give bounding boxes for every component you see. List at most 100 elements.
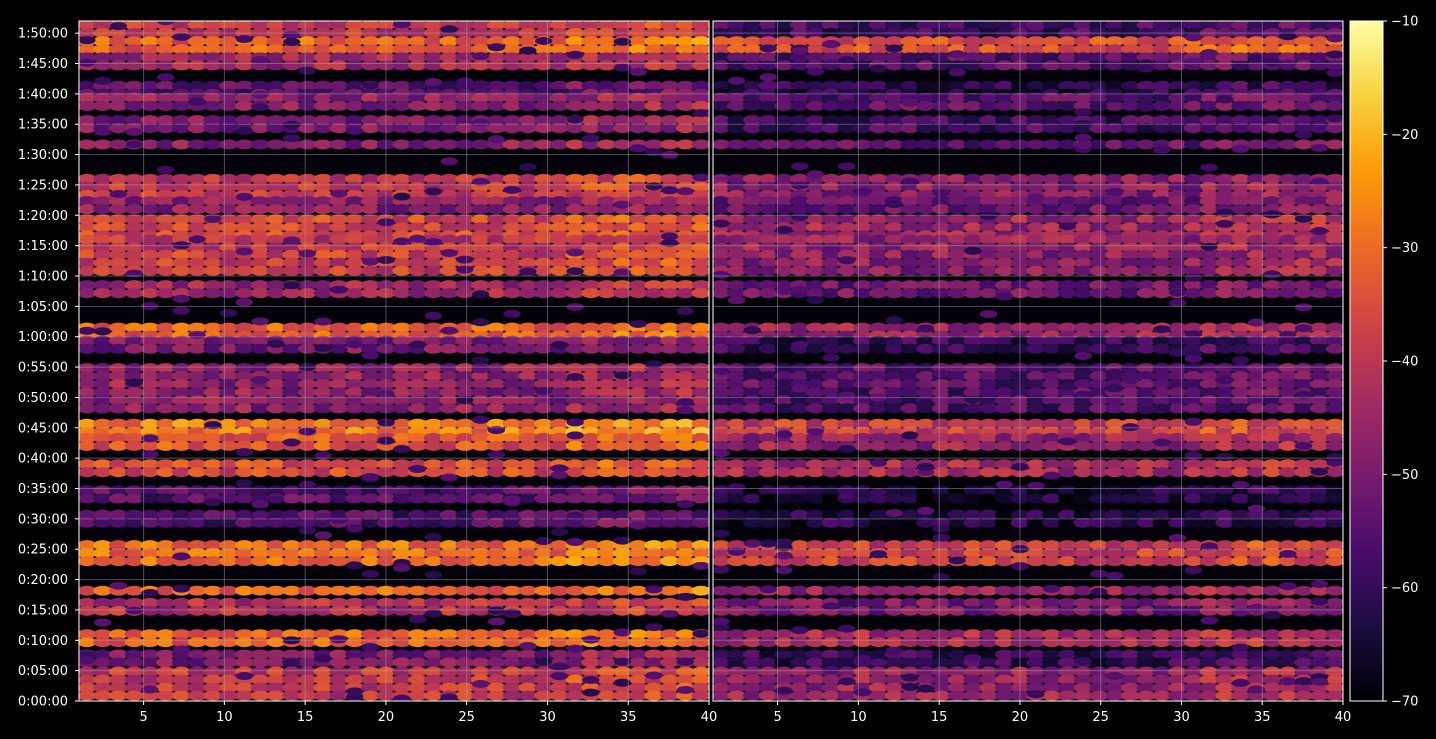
heatmap-cell xyxy=(549,21,569,30)
heatmap-cell xyxy=(471,517,491,528)
heatmap-cell xyxy=(234,605,254,616)
heatmap-cell xyxy=(471,585,491,596)
heatmap-cell xyxy=(329,80,349,91)
heatmap-cell xyxy=(329,395,349,406)
heatmap-cell xyxy=(1136,387,1156,398)
heatmap-cell xyxy=(727,204,747,215)
heatmap-cell xyxy=(486,432,506,443)
heatmap-cell xyxy=(1105,234,1125,245)
heatmap-cell xyxy=(931,585,951,596)
heatmap-cell xyxy=(250,214,270,225)
heatmap-cell xyxy=(439,605,459,616)
heatmap-cell xyxy=(837,322,857,333)
heatmap-cell xyxy=(124,288,144,299)
heatmap-cell xyxy=(423,459,443,470)
heatmap-cell xyxy=(790,173,810,184)
heatmap-cell xyxy=(1325,403,1343,414)
heatmap-cell xyxy=(297,335,317,346)
heatmap-cell xyxy=(79,249,97,260)
heatmap-cell xyxy=(314,451,332,460)
heatmap-cell xyxy=(1042,196,1062,207)
heatmap-cell xyxy=(1026,257,1046,268)
heatmap-cell xyxy=(1278,540,1298,551)
heatmap-cell xyxy=(440,473,458,482)
heatmap-cell xyxy=(675,485,695,496)
heatmap-cell xyxy=(140,556,160,567)
heatmap-cell xyxy=(884,222,904,233)
heatmap-cell xyxy=(613,63,632,72)
heatmap-cell xyxy=(455,440,475,451)
heatmap-cell xyxy=(660,371,680,381)
heatmap-cell xyxy=(713,540,731,551)
heatmap-cell xyxy=(1010,28,1030,38)
heatmap-cell xyxy=(1057,80,1077,91)
heatmap-cell xyxy=(282,222,302,233)
heatmap-cell xyxy=(566,511,584,520)
heatmap-cell xyxy=(313,249,333,260)
heatmap-cell xyxy=(1057,322,1077,333)
heatmap-cell xyxy=(1057,288,1077,299)
heatmap-cell xyxy=(994,467,1014,478)
heatmap-cell xyxy=(360,682,380,693)
heatmap-cell xyxy=(565,363,585,373)
heatmap-cell xyxy=(534,387,553,396)
heatmap-cell xyxy=(518,682,538,693)
heatmap-cell xyxy=(853,509,873,520)
heatmap-cell xyxy=(534,637,554,648)
heatmap-cell xyxy=(502,60,522,71)
heatmap-cell xyxy=(1199,265,1219,276)
heatmap-cell xyxy=(360,28,380,38)
heatmap-cell xyxy=(408,173,428,184)
heatmap-cell xyxy=(805,485,825,496)
heatmap-cell xyxy=(1010,395,1030,406)
heatmap-cell xyxy=(1136,28,1156,38)
heatmap-cell xyxy=(250,28,270,38)
heatmap-cell xyxy=(676,500,695,509)
heatmap-cell xyxy=(108,629,128,640)
heatmap-cell xyxy=(581,139,601,150)
heatmap-cell xyxy=(675,585,695,596)
heatmap-cell xyxy=(597,60,617,71)
heatmap-cell xyxy=(1152,242,1172,253)
heatmap-cell xyxy=(502,485,522,496)
heatmap-cell xyxy=(774,509,794,520)
heatmap-cell xyxy=(93,485,113,496)
heatmap-cell xyxy=(455,649,475,660)
heatmap-cell xyxy=(597,432,617,443)
heatmap-cell xyxy=(108,222,128,233)
heatmap-cell xyxy=(1278,204,1298,215)
heatmap-cell xyxy=(1010,234,1030,245)
heatmap-cell xyxy=(282,37,301,46)
heatmap-cell xyxy=(93,432,113,443)
heatmap-cell xyxy=(203,92,223,103)
heatmap-cell xyxy=(660,21,680,30)
heatmap-cell xyxy=(93,597,113,608)
heatmap-cell xyxy=(868,21,888,30)
heatmap-cell xyxy=(963,485,983,496)
heatmap-cell xyxy=(805,222,825,233)
heatmap-cell xyxy=(1120,92,1140,103)
heatmap-cell xyxy=(1278,403,1298,414)
heatmap-cell xyxy=(345,204,365,215)
heatmap-cell xyxy=(1231,363,1251,373)
heatmap-cell xyxy=(1089,222,1109,233)
heatmap-cell xyxy=(727,242,747,253)
heatmap-cell xyxy=(916,257,936,268)
heatmap-cell xyxy=(979,459,999,470)
heatmap-cell xyxy=(423,222,443,233)
heatmap-cell xyxy=(1231,92,1251,103)
heatmap-cell xyxy=(1231,21,1251,30)
heatmap-cell xyxy=(330,345,348,354)
heatmap-cell xyxy=(963,629,983,640)
heatmap-cell xyxy=(108,637,128,648)
heatmap-cell xyxy=(550,341,569,350)
heatmap-cell xyxy=(1010,440,1030,451)
heatmap-cell xyxy=(360,540,380,551)
heatmap-cell xyxy=(868,204,888,215)
heatmap-cell xyxy=(345,222,365,233)
heatmap-cell xyxy=(742,403,762,414)
heatmap-cell xyxy=(203,657,223,668)
heatmap-cell xyxy=(502,548,522,559)
heatmap-cell xyxy=(156,173,176,184)
heatmap-cell xyxy=(1183,371,1203,381)
